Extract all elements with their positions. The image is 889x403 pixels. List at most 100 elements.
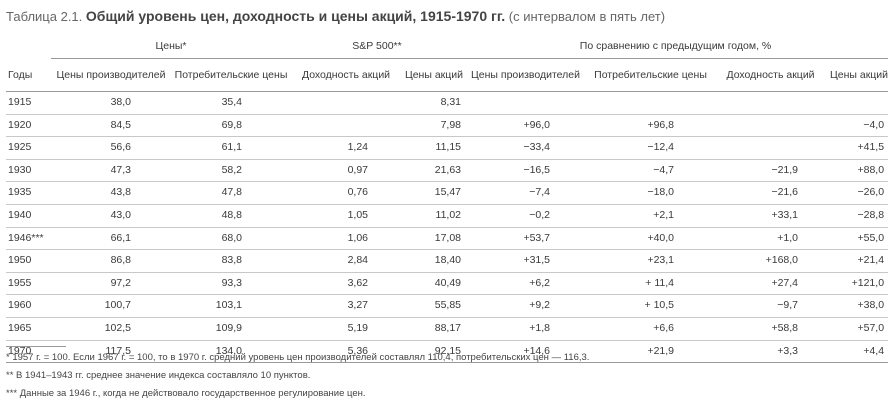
table-row: 1946*** 66,1 68,0 1,06 17,08 +53,7 +40,0 +1,0 +5… xyxy=(6,227,889,250)
table-cell: +21,9 xyxy=(647,344,675,357)
column-header-change-stock: Цены акций xyxy=(829,69,889,81)
row-year: 1950 xyxy=(8,254,32,267)
table-row: 1925 56,6 61,1 1,24 11,15 −33,4 −12,4 +41,5 xyxy=(6,137,889,160)
table-cell: 38,0 xyxy=(110,96,131,108)
header-group-row: Цены* S&P 500** По сравнению с предыдущи… xyxy=(6,34,889,59)
column-header-producer-prices: Цены производителей xyxy=(56,69,166,81)
table-cell: −12,4 xyxy=(647,141,675,154)
table-cell: −7,4 xyxy=(529,186,551,199)
table-cell: 1,24 xyxy=(347,141,369,154)
table-cell: 66,1 xyxy=(110,231,131,244)
table-cell: 35,4 xyxy=(221,96,243,108)
table-cell: −28,8 xyxy=(857,208,885,221)
table-cell: +40,0 xyxy=(647,231,675,244)
table-cell: +58,8 xyxy=(771,321,799,334)
footnote-3: *** Данные за 1946 г., когда не действов… xyxy=(6,388,366,399)
table-cell: 0,97 xyxy=(347,163,369,176)
table-cell: 1,06 xyxy=(347,231,369,244)
table-cell: 43,0 xyxy=(110,208,131,221)
table-cell xyxy=(588,92,713,115)
table-cell: 100,7 xyxy=(104,299,131,312)
row-year: 1920 xyxy=(8,118,32,131)
column-header-years: Годы xyxy=(8,68,33,81)
table-cell xyxy=(463,92,588,115)
table-cell: +55,0 xyxy=(857,231,885,244)
row-year: 1946*** xyxy=(8,231,44,244)
table-cell: +1,0 xyxy=(777,231,799,244)
table-cell: 47,3 xyxy=(110,163,131,176)
row-year: 1955 xyxy=(8,276,32,289)
table-cell: +31,5 xyxy=(523,254,551,267)
table-row: 1940 43,0 48,8 1,05 11,02 −0,2 +2,1 +33,1 −28,8 xyxy=(6,204,889,228)
table-cell: 47,8 xyxy=(221,186,243,199)
table-cell: 5,36 xyxy=(347,344,369,357)
footnote-divider xyxy=(6,346,66,347)
table-cell: 102,5 xyxy=(104,321,131,334)
table-cell: 103,1 xyxy=(215,299,243,312)
table-cell xyxy=(291,114,401,137)
table-cell: 83,8 xyxy=(221,254,243,267)
table-cell: 1,05 xyxy=(347,208,369,221)
table-row: 1955 97,2 93,3 3,62 40,49 +6,2 + 11,4 +27,4 +121… xyxy=(6,272,889,295)
table-cell: +6,6 xyxy=(653,321,675,334)
table-cell: 15,47 xyxy=(434,186,462,199)
table-cell: 5,19 xyxy=(347,321,369,334)
column-header-dividend-yield: Доходность акций xyxy=(301,69,391,81)
table-cell: +4,4 xyxy=(863,344,885,357)
table-cell: 3,27 xyxy=(347,299,369,312)
table-cell: 117,5 xyxy=(105,344,132,357)
row-year: 1970 xyxy=(8,344,32,357)
table-row: 1970 117,5 134,0 5,36 92,15 +14,6 +21,9 +3,3 +4,… xyxy=(6,340,889,363)
table-cell: −4,0 xyxy=(863,118,885,131)
table-cell: −21,9 xyxy=(771,163,799,176)
table-cell: −9,7 xyxy=(777,299,799,312)
row-year: 1940 xyxy=(8,208,32,221)
caption-title: Общий уровень цен, доходность и цены акц… xyxy=(85,8,506,24)
column-header-consumer-prices: Потребительские цены xyxy=(174,69,288,81)
table-cell: +21,4 xyxy=(857,254,885,267)
table-row: 1935 43,8 47,8 0,76 15,47 −7,4 −18,0 −21,6 −26,0 xyxy=(6,182,889,205)
table-cell: 69,8 xyxy=(221,118,243,131)
table-cell: −0,2 xyxy=(529,208,551,221)
table-cell: 7,98 xyxy=(440,118,462,131)
column-header-change-consumer: Потребительские цены xyxy=(594,69,707,81)
table-cell: 97,2 xyxy=(110,276,131,289)
table-cell: +6,2 xyxy=(529,276,551,289)
table-row: 1930 47,3 58,2 0,97 21,63 −16,5 −4,7 −21,9 +88,0 xyxy=(6,159,889,182)
row-year: 1930 xyxy=(8,163,32,176)
table-cell: +33,1 xyxy=(771,208,799,221)
table-cell: 0,76 xyxy=(347,186,369,199)
table-cell: 58,2 xyxy=(221,163,243,176)
table-cell: +41,5 xyxy=(857,141,885,154)
group-header-sp500: S&P 500** xyxy=(291,34,464,59)
table-cell: +168,0 xyxy=(765,254,799,267)
table-cell: 55,85 xyxy=(434,299,462,312)
table-cell: 21,63 xyxy=(434,163,462,176)
table-row: 1960 100,7 103,1 3,27 55,85 +9,2 + 10,5 −9,7 +38… xyxy=(6,295,889,318)
table-caption: Таблица 2.1. Общий уровень цен, доходнос… xyxy=(6,8,665,24)
footnotes: * 1957 г. = 100. Если 1967 г. = 100, то … xyxy=(6,346,589,403)
table-cell: 68,0 xyxy=(221,231,243,244)
table-cell xyxy=(828,92,888,115)
row-year: 1960 xyxy=(8,299,32,312)
column-header-change-producer: Цены производителей xyxy=(471,69,581,81)
table-cell: +23,1 xyxy=(647,254,675,267)
table-cell: −33,4 xyxy=(523,141,551,154)
table-cell: +3,3 xyxy=(777,344,799,357)
table-cell xyxy=(291,92,401,115)
table-row: 1950 86,8 83,8 2,84 18,40 +31,5 +23,1 +168,0 +21… xyxy=(6,250,889,273)
table-cell: 88,17 xyxy=(434,321,462,334)
table-cell: 11,15 xyxy=(435,141,462,154)
table-cell: 11,02 xyxy=(435,208,462,221)
table-cell: 61,1 xyxy=(221,141,243,154)
table-cell: 17,08 xyxy=(434,231,462,244)
data-table: Цены* S&P 500** По сравнению с предыдущи… xyxy=(6,34,889,363)
table-cell: 56,6 xyxy=(110,141,131,154)
table-cell: −21,6 xyxy=(771,186,799,199)
table-cell: −18,0 xyxy=(647,186,675,199)
group-header-prices: Цены* xyxy=(51,34,292,59)
table-cell: 84,5 xyxy=(110,118,131,131)
table-cell: −4,7 xyxy=(653,163,675,176)
table-cell: +96,8 xyxy=(647,118,675,131)
